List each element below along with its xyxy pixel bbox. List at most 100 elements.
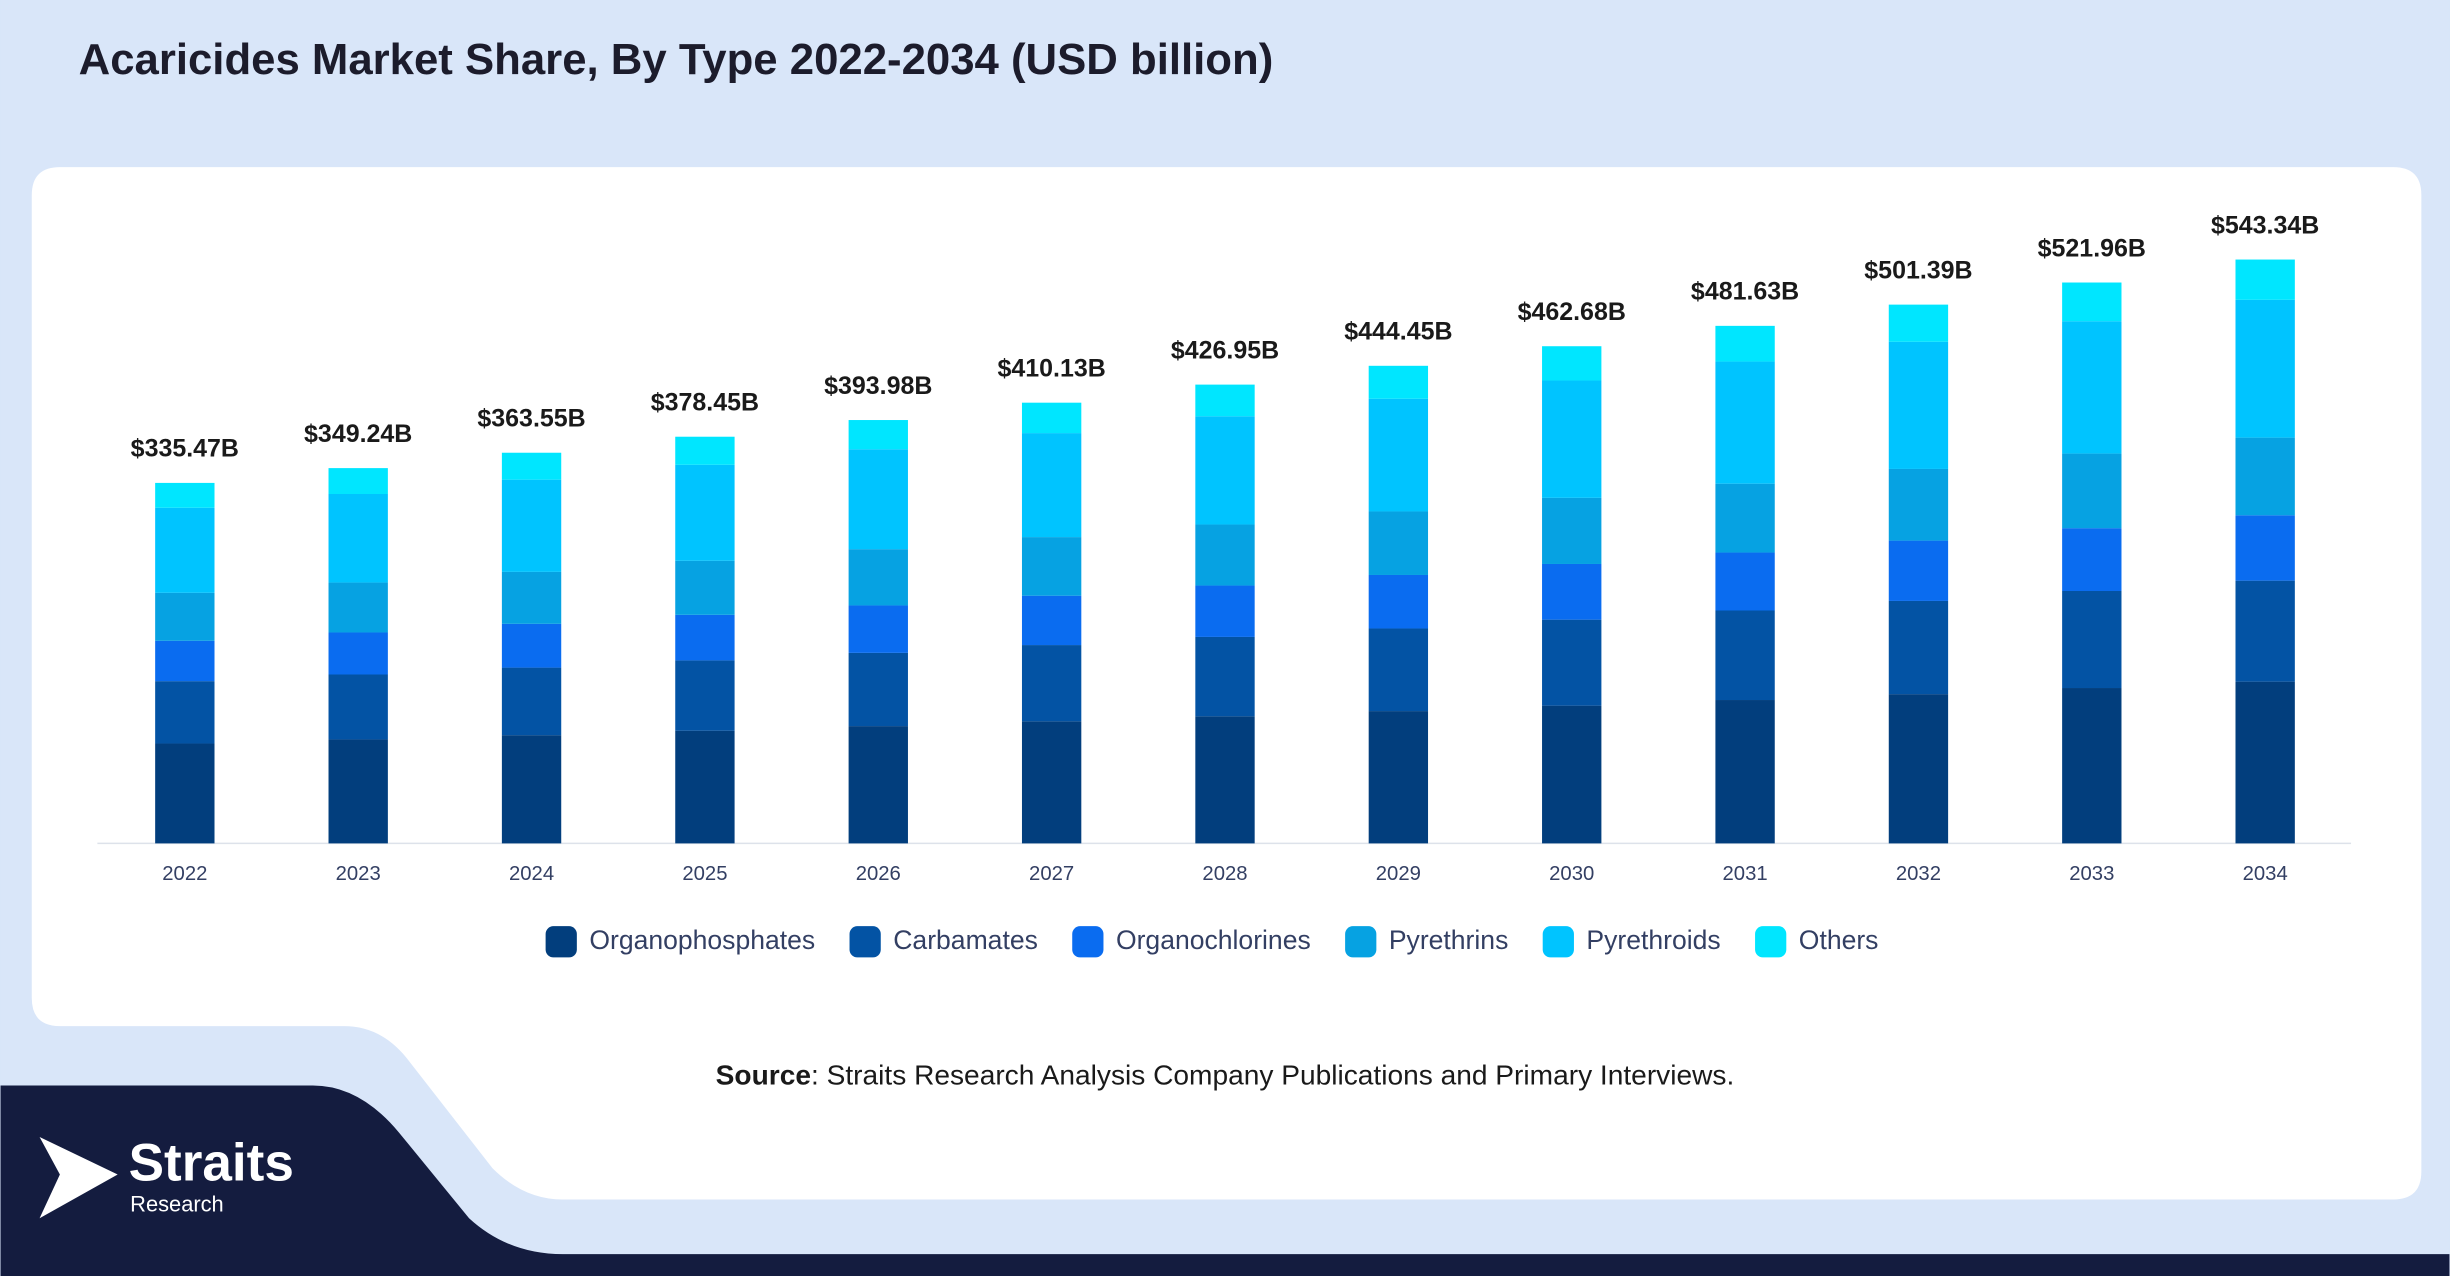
- legend-label: Organochlorines: [1116, 925, 1311, 955]
- legend-label: Organophosphates: [589, 925, 815, 955]
- bar-segment: [1195, 716, 1255, 844]
- total-label: $349.24B: [304, 420, 412, 448]
- bar-segment: [1021, 721, 1082, 844]
- bar-segment: [2062, 590, 2122, 689]
- bar-segment: [1368, 511, 1429, 575]
- bar-segment: [1542, 619, 1602, 706]
- total-label: $444.45B: [1344, 318, 1452, 346]
- bar-segment: [848, 605, 908, 653]
- bar-segment: [1715, 325, 1775, 362]
- bar-segment: [1888, 468, 1949, 541]
- source-text: : Straits Research Analysis Company Publ…: [811, 1060, 1734, 1091]
- bar-segment: [1021, 402, 1082, 434]
- x-tick-label: 2029: [1376, 863, 1421, 885]
- x-tick-label: 2034: [2243, 863, 2288, 885]
- bar-segment: [1368, 711, 1429, 844]
- total-label: $426.95B: [1171, 336, 1279, 364]
- bar-segment: [1715, 361, 1775, 484]
- bar-segment: [501, 479, 562, 572]
- bar-segment: [155, 681, 215, 744]
- bar-segment: [1195, 384, 1255, 417]
- bar-segment: [2235, 580, 2295, 682]
- bar-segment: [1195, 524, 1255, 586]
- bar-segment: [2235, 681, 2295, 844]
- bar-segment: [848, 420, 908, 450]
- bar-segment: [501, 571, 562, 624]
- legend-swatch: [1755, 926, 1787, 958]
- x-tick-label: 2023: [336, 863, 381, 885]
- bar-segment: [1195, 585, 1255, 637]
- bar-segment: [328, 494, 388, 583]
- bar-segment: [155, 507, 215, 593]
- bar-segment: [2062, 688, 2122, 844]
- bar-segment: [675, 730, 735, 844]
- bar-segment: [1542, 346, 1602, 381]
- x-tick-label: 2028: [1202, 863, 1247, 885]
- bar-segment: [2062, 321, 2122, 454]
- bar-segment: [848, 652, 908, 727]
- legend-swatch: [1345, 926, 1377, 958]
- bar-segment: [1888, 540, 1949, 601]
- bar-segment: [848, 726, 908, 844]
- bar-segment: [1715, 552, 1775, 611]
- legend-swatch: [545, 926, 577, 958]
- legend-swatch: [1072, 926, 1104, 958]
- x-tick-label: 2024: [509, 863, 554, 885]
- bar-segment: [2062, 282, 2122, 322]
- bar-segment: [675, 660, 735, 731]
- bar-segment: [1542, 497, 1602, 564]
- legend-label: Others: [1799, 925, 1879, 955]
- x-tick-label: 2032: [1896, 863, 1941, 885]
- bar-segment: [1888, 600, 1949, 695]
- legend-swatch: [1542, 926, 1574, 958]
- bar-segment: [1021, 433, 1082, 538]
- total-label: $363.55B: [477, 405, 585, 433]
- bar-segment: [2235, 437, 2295, 516]
- bar-segment: [2235, 515, 2295, 581]
- source-label: Source: [716, 1060, 811, 1091]
- x-tick-label: 2033: [2069, 863, 2114, 885]
- bar-segment: [1542, 563, 1602, 620]
- bar-segment: [501, 667, 562, 736]
- bar-segment: [501, 623, 562, 668]
- x-tick-label: 2026: [856, 863, 901, 885]
- bar-segment: [1715, 483, 1775, 553]
- x-tick-label: 2025: [682, 863, 727, 885]
- total-label: $481.63B: [1691, 278, 1799, 306]
- bar-segment: [328, 674, 388, 740]
- bar-segment: [848, 449, 908, 550]
- bar-segment: [1542, 705, 1602, 844]
- bar-segment: [155, 592, 215, 641]
- source: Source: Straits Research Analysis Compan…: [716, 1060, 1735, 1091]
- bar-segment: [155, 743, 215, 844]
- legend-label: Carbamates: [893, 925, 1038, 955]
- bar-segment: [155, 482, 215, 508]
- total-label: $393.98B: [824, 372, 932, 400]
- bar-segment: [1021, 537, 1082, 596]
- bar-segment: [501, 452, 562, 480]
- legend-label: Pyrethrins: [1389, 925, 1509, 955]
- legend-swatch: [849, 926, 881, 958]
- bar-segment: [2235, 299, 2295, 438]
- bar-segment: [848, 549, 908, 606]
- total-label: $378.45B: [651, 389, 759, 417]
- bar-segment: [1368, 365, 1429, 399]
- total-label: $410.13B: [997, 354, 1105, 382]
- logo-icon: [39, 1136, 118, 1219]
- bar-segment: [328, 582, 388, 633]
- bar-segment: [675, 436, 735, 465]
- logo-sub: Research: [130, 1191, 224, 1216]
- bar-segment: [675, 560, 735, 615]
- bar-segment: [1368, 574, 1429, 629]
- bar-segment: [2062, 528, 2122, 591]
- x-tick-label: 2030: [1549, 863, 1594, 885]
- x-tick-label: 2031: [1723, 863, 1768, 885]
- chart-title: Acaricides Market Share, By Type 2022-20…: [79, 35, 1274, 84]
- bar-segment: [2062, 453, 2122, 529]
- bar-segment: [1715, 700, 1775, 844]
- bar-segment: [675, 614, 735, 661]
- bar-segment: [1195, 636, 1255, 717]
- bar-segment: [155, 640, 215, 682]
- bar-segment: [1542, 380, 1602, 498]
